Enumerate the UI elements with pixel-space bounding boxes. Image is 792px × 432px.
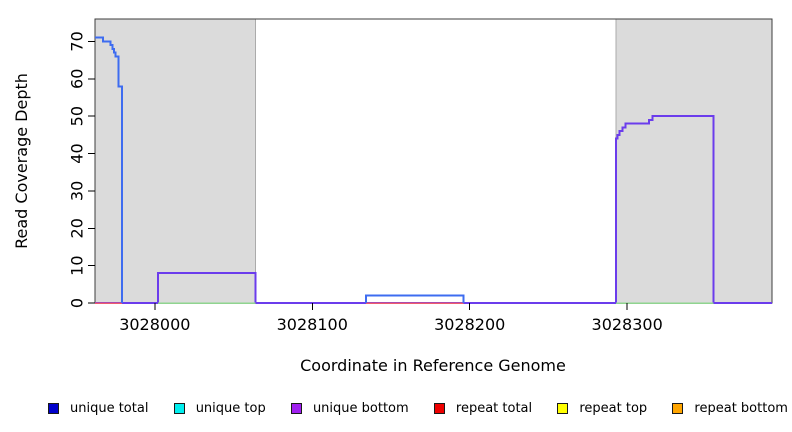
y-axis-label: Read Coverage Depth <box>12 73 31 249</box>
y-tick-label: 50 <box>68 106 87 126</box>
y-tick-label: 0 <box>68 298 87 308</box>
legend-label: repeat bottom <box>694 400 788 416</box>
legend-item: repeat bottom <box>672 401 788 416</box>
x-tick-label: 3028000 <box>119 315 190 334</box>
x-tick-label: 3028300 <box>592 315 663 334</box>
legend-swatch-icon <box>433 402 445 414</box>
legend-swatch-icon <box>672 402 684 414</box>
legend-swatch-icon <box>48 402 59 414</box>
x-tick-label: 3028200 <box>434 315 505 334</box>
series-unique-bottom <box>95 115 772 304</box>
legend-swatch-icon <box>173 402 185 414</box>
legend: unique total unique top unique bottom repea… <box>48 396 788 420</box>
legend-label: unique total <box>70 400 149 416</box>
legend-item: repeat total <box>433 400 533 416</box>
legend-label: repeat top <box>579 400 648 416</box>
legend-swatch-icon <box>557 402 569 414</box>
series-lines <box>95 36 772 304</box>
legend-label: unique top <box>195 400 266 416</box>
y-tick-label: 40 <box>68 143 87 163</box>
y-tick-label: 20 <box>68 218 87 238</box>
series-unique-total-left <box>95 36 123 303</box>
x-axis-label: Coordinate in Reference Genome <box>300 356 566 375</box>
legend-item: unique total <box>48 401 148 416</box>
x-tick-label: 3028100 <box>277 315 348 334</box>
y-tick-label: 70 <box>68 31 87 51</box>
legend-item: unique top <box>173 400 266 416</box>
shaded-region <box>615 18 773 304</box>
legend-label: repeat total <box>455 400 533 416</box>
series-unique-total-mid <box>364 294 465 303</box>
axes: 3028000 3028100 3028200 3028300 0 10 20 30 40 50 6… <box>68 31 663 334</box>
y-tick-label: 60 <box>68 69 87 89</box>
legend-label: unique bottom <box>312 400 409 416</box>
shaded-regions <box>94 18 773 304</box>
legend-item: repeat top <box>557 401 647 416</box>
legend-item: unique bottom <box>290 400 409 416</box>
y-tick-label: 10 <box>68 255 87 275</box>
y-tick-label: 30 <box>68 181 87 201</box>
legend-swatch-icon <box>290 402 302 414</box>
